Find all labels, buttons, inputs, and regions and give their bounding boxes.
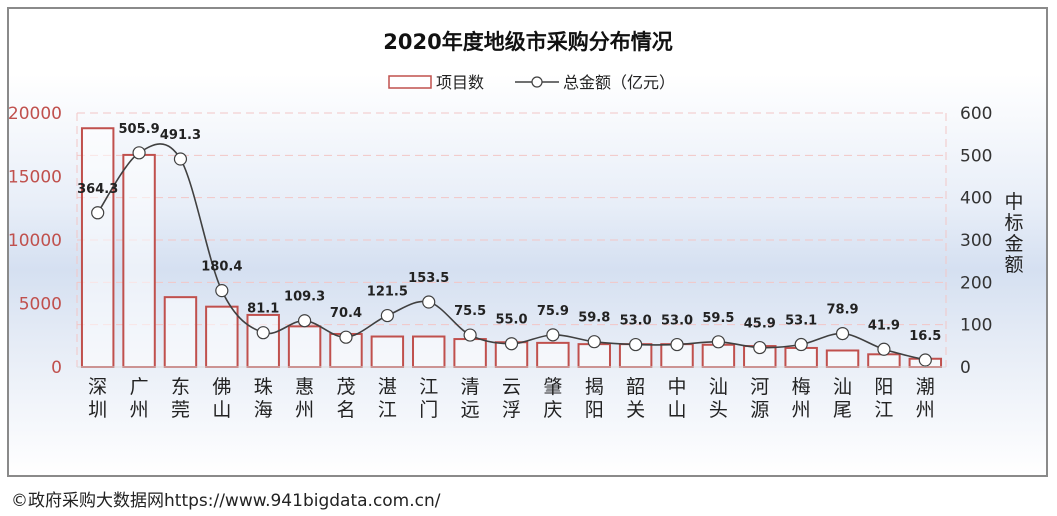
data-label: 121.5: [367, 285, 408, 300]
line-marker-韶关: [629, 337, 643, 352]
x-tick-label: 揭阳: [585, 376, 604, 421]
line-marker-汕尾: [835, 326, 850, 341]
x-tick-label: 江门: [419, 376, 438, 421]
x-tick-label: 汕头: [709, 376, 728, 421]
data-label: 81.1: [247, 302, 279, 317]
chart-title: 2020年度地级市采购分布情况: [383, 30, 672, 54]
line-marker-阳江: [877, 342, 891, 356]
y-left-tick-label: 5000: [19, 295, 62, 315]
line-marker-深圳: [91, 206, 105, 220]
x-tick-label: 湛江: [378, 376, 397, 421]
line-marker-河源: [753, 340, 767, 355]
y-left-tick-label: 0: [51, 358, 62, 378]
line-marker-广州: [132, 146, 146, 160]
bar-东莞: [163, 296, 198, 368]
data-label: 53.0: [620, 314, 652, 329]
data-label: 180.4: [201, 260, 242, 275]
data-label: 153.5: [408, 271, 449, 286]
x-tick-label: 惠州: [295, 376, 314, 421]
chart-frame: [7, 7, 1048, 477]
data-label: 70.4: [330, 306, 362, 321]
footer-note: ©政府采购大数据网https://www.941bigdata.com.cn/: [11, 491, 441, 511]
line-marker-湛江: [380, 308, 394, 323]
data-label: 491.3: [160, 128, 201, 143]
y-right-axis-label: 中标金额: [1004, 191, 1023, 276]
x-tick-label: 茂名: [336, 376, 355, 421]
bar-肇庆: [536, 341, 570, 368]
y-right-tick-label: 400: [960, 189, 992, 209]
data-label: 41.9: [868, 318, 900, 333]
line-marker-中山: [670, 337, 684, 352]
y-left-tick-label: 15000: [8, 168, 62, 188]
line-marker-云浮: [504, 337, 519, 351]
x-tick-label: 广州: [130, 376, 149, 421]
bar-惠州: [287, 325, 322, 368]
line-marker-汕头: [711, 335, 726, 349]
y-left-tick-label: 10000: [8, 231, 62, 251]
line-marker-珠海: [256, 326, 270, 340]
data-label: 16.5: [909, 329, 941, 344]
x-tick-label: 梅州: [792, 376, 811, 421]
line-marker-潮州: [918, 353, 932, 367]
x-tick-label: 珠海: [254, 376, 273, 421]
bar-江门: [412, 335, 446, 368]
data-label: 78.9: [827, 303, 859, 318]
bar-湛江: [370, 335, 405, 368]
legend-bar-swatch: [388, 75, 432, 89]
bar-汕尾: [825, 349, 860, 368]
x-tick-label: 阳江: [874, 376, 893, 421]
data-label: 364.3: [77, 182, 118, 197]
y-left-tick-label: 20000: [8, 104, 62, 124]
line-marker-茂名: [339, 330, 353, 344]
line-marker-清远: [463, 328, 477, 342]
line-marker-惠州: [297, 314, 312, 328]
bar-深圳: [80, 127, 115, 368]
data-label: 53.0: [661, 314, 693, 329]
x-tick-label: 中山: [668, 376, 687, 421]
bar-佛山: [205, 305, 239, 368]
y-right-tick-label: 600: [960, 104, 992, 124]
legend-line-label: 总金额（亿元）: [563, 73, 675, 92]
data-label: 53.1: [785, 314, 817, 329]
data-label: 75.9: [537, 304, 569, 319]
data-label: 75.5: [454, 304, 486, 319]
x-tick-label: 汕尾: [833, 376, 852, 421]
data-label: 59.8: [578, 311, 610, 326]
line-marker-肇庆: [546, 328, 560, 342]
data-label: 505.9: [119, 122, 160, 137]
x-tick-label: 东莞: [171, 376, 190, 421]
y-right-tick-label: 0: [960, 358, 971, 378]
x-tick-label: 佛山: [212, 376, 231, 421]
legend-line-marker: [531, 76, 543, 88]
line-marker-佛山: [215, 284, 229, 298]
legend-bar-label: 项目数: [436, 73, 484, 92]
x-tick-label: 深圳: [88, 376, 107, 421]
y-right-tick-label: 300: [960, 231, 992, 251]
line-marker-东莞: [173, 152, 188, 166]
x-tick-label: 河源: [750, 376, 769, 421]
line-marker-揭阳: [587, 335, 601, 349]
data-label: 45.9: [744, 317, 776, 332]
x-tick-label: 潮州: [916, 376, 935, 421]
x-tick-label: 云浮: [502, 376, 521, 421]
y-right-tick-label: 500: [960, 146, 992, 166]
x-tick-label: 清远: [461, 376, 480, 421]
bar-清远: [453, 338, 487, 368]
line-marker-梅州: [794, 337, 808, 352]
x-tick-label: 韶关: [626, 376, 645, 421]
line-marker-江门: [422, 295, 436, 309]
bar-阳江: [867, 353, 901, 368]
bar-珠海: [246, 313, 280, 368]
bar-广州: [122, 153, 156, 368]
y-right-tick-label: 100: [960, 316, 992, 336]
data-label: 55.0: [495, 313, 527, 328]
y-right-tick-label: 200: [960, 273, 992, 293]
x-tick-label: 肇庆: [543, 376, 562, 421]
data-label: 59.5: [702, 311, 734, 326]
data-label: 109.3: [284, 290, 325, 305]
